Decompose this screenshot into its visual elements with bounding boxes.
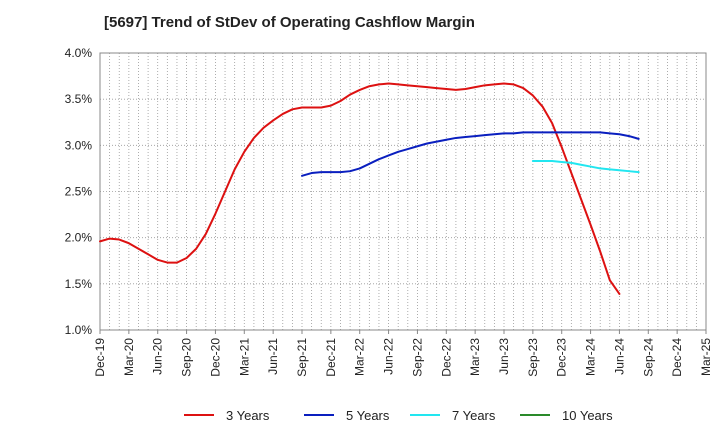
x-tick-label: Mar-20 bbox=[122, 338, 136, 376]
x-tick-label: Sep-20 bbox=[180, 338, 194, 377]
legend-label: 3 Years bbox=[226, 407, 270, 423]
y-tick-label: 1.0% bbox=[65, 323, 93, 337]
x-tick-label: Jun-24 bbox=[612, 338, 626, 375]
x-tick-label: Sep-21 bbox=[295, 338, 309, 377]
legend-item: 5 Years bbox=[304, 404, 389, 426]
x-tick-label: Mar-22 bbox=[353, 338, 367, 376]
x-tick-label: Jun-21 bbox=[266, 338, 280, 375]
legend-swatch bbox=[304, 414, 334, 416]
x-tick-label: Sep-24 bbox=[641, 338, 655, 377]
y-tick-label: 1.5% bbox=[65, 277, 93, 291]
y-tick-label: 2.0% bbox=[65, 231, 93, 245]
legend-item: 3 Years bbox=[184, 404, 269, 426]
chart-legend: 3 Years 5 Years 7 Years 10 Years bbox=[0, 404, 720, 426]
legend-item: 7 Years bbox=[410, 404, 495, 426]
series-line-1 bbox=[99, 82, 621, 295]
chart-svg: 1.0% 1.5% 2.0% 2.5% 3.0% 3.5% 4.0% Dec-19 Mar-20… bbox=[65, 46, 713, 377]
plot-frame bbox=[99, 52, 707, 331]
x-tick-label: Jun-22 bbox=[382, 338, 396, 375]
legend-swatch bbox=[184, 414, 214, 416]
x-tick-label: Dec-19 bbox=[93, 338, 107, 377]
x-tick-label: Mar-21 bbox=[237, 338, 251, 376]
chart-title: [5697] Trend of StDev of Operating Cashf… bbox=[104, 14, 475, 31]
x-tick-label: Dec-23 bbox=[555, 338, 569, 377]
legend-label: 7 Years bbox=[452, 407, 496, 423]
x-tick-label: Sep-22 bbox=[410, 338, 424, 377]
x-tick-label: Mar-23 bbox=[468, 338, 482, 376]
x-tick-label: Dec-21 bbox=[324, 338, 338, 377]
series-line-2 bbox=[301, 131, 640, 177]
y-tick-label: 3.5% bbox=[65, 92, 93, 106]
series-line-3 bbox=[531, 160, 640, 174]
legend-swatch bbox=[520, 414, 550, 416]
x-tick-label: Sep-23 bbox=[526, 338, 540, 377]
x-tick-label: Dec-20 bbox=[208, 338, 222, 377]
x-tick-label: Dec-24 bbox=[670, 338, 684, 377]
x-tick-label: Dec-22 bbox=[439, 338, 453, 377]
y-tick-label: 2.5% bbox=[65, 185, 93, 199]
x-tick-label: Jun-20 bbox=[151, 338, 165, 375]
legend-label: 5 Years bbox=[346, 407, 390, 423]
x-tick-label: Jun-23 bbox=[497, 338, 511, 375]
legend-item: 10 Years bbox=[520, 404, 613, 426]
y-tick-label: 4.0% bbox=[65, 46, 93, 60]
y-tick-label: 3.0% bbox=[65, 138, 93, 152]
x-tick-label: Mar-25 bbox=[699, 338, 713, 376]
legend-swatch bbox=[410, 414, 440, 416]
legend-label: 10 Years bbox=[562, 407, 613, 423]
x-tick-label: Mar-24 bbox=[584, 338, 598, 376]
